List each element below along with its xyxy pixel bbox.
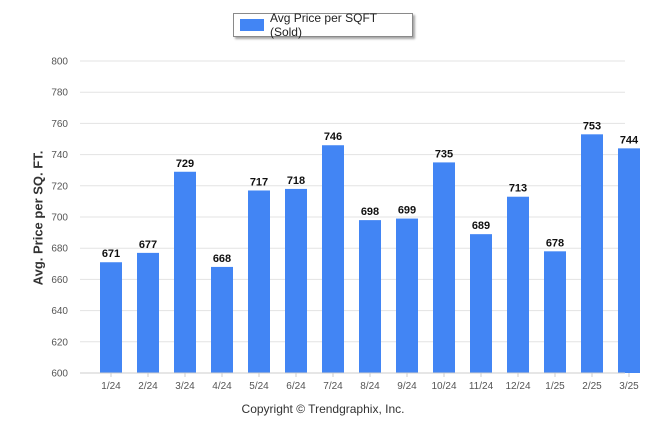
y-tick-label: 740	[51, 150, 68, 161]
y-tick-label: 760	[51, 119, 68, 130]
bar-5-24	[248, 190, 270, 373]
bar-10-24	[433, 162, 455, 373]
bar-8-24	[359, 220, 381, 373]
x-tick-label: 9/24	[397, 381, 417, 392]
data-label: 671	[102, 248, 120, 260]
y-tick-label: 720	[51, 181, 68, 192]
x-tick-label: 1/24	[101, 381, 121, 392]
data-label: 753	[583, 120, 601, 132]
data-label: 746	[324, 131, 342, 143]
bar-3-24	[174, 171, 196, 373]
data-label: 678	[546, 237, 564, 249]
y-tick-label: 800	[51, 57, 68, 68]
legend-swatch	[240, 19, 264, 31]
x-tick-label: 8/24	[360, 381, 380, 392]
data-label: 668	[213, 253, 231, 265]
legend: Avg Price per SQFT (Sold)	[233, 11, 413, 39]
bar-6-24	[285, 188, 307, 373]
bar-7-24	[322, 145, 344, 373]
bar-2-25	[581, 134, 603, 373]
x-tick-label: 10/24	[431, 381, 456, 392]
x-tick-label: 3/24	[175, 381, 195, 392]
x-tick-label: 7/24	[323, 381, 343, 392]
data-label: 735	[435, 148, 453, 160]
y-tick-label: 780	[51, 88, 68, 99]
x-tick-label: 1/25	[545, 381, 565, 392]
bar-4-24	[211, 266, 233, 373]
data-label: 717	[250, 176, 268, 188]
data-label: 744	[620, 134, 639, 146]
x-tick-label: 12/24	[505, 381, 530, 392]
data-labels: 671 677 729 668 717 718 746 698 699 735 689 713 678 7…	[102, 120, 639, 265]
y-tick-label: 600	[51, 369, 68, 380]
y-tick-label: 680	[51, 244, 68, 255]
bar-12-24	[507, 196, 529, 373]
y-tick-label: 660	[51, 275, 68, 286]
x-tick-label: 4/24	[212, 381, 232, 392]
legend-label: Avg Price per SQFT (Sold)	[269, 11, 377, 39]
y-axis-ticks: 600 620 640 660 680 700 720 740 760 780 800	[51, 57, 68, 380]
bar-1-24	[100, 262, 122, 373]
x-tick-label: 5/24	[249, 381, 269, 392]
x-tick-label: 2/25	[582, 381, 602, 392]
y-tick-label: 620	[51, 337, 68, 348]
data-label: 718	[287, 175, 305, 187]
x-axis-ticks: 1/24 2/24 3/24 4/24 5/24 6/24 7/24 8/24 9/24 10/2…	[101, 373, 639, 392]
bar-3-25	[618, 148, 640, 373]
data-label: 713	[509, 183, 527, 195]
x-tick-label: 2/24	[138, 381, 158, 392]
data-label: 729	[176, 158, 194, 170]
bar-11-24	[470, 234, 492, 373]
data-label: 677	[139, 239, 157, 251]
data-label: 699	[398, 205, 416, 217]
x-tick-label: 3/25	[619, 381, 639, 392]
bar-2-24	[137, 252, 159, 373]
x-tick-label: 11/24	[469, 381, 494, 392]
copyright-footer: Copyright © Trendgraphix, Inc.	[241, 402, 405, 416]
grid-lines	[80, 60, 625, 374]
data-label: 689	[472, 220, 490, 232]
y-tick-label: 700	[51, 213, 68, 224]
bar-9-24	[396, 218, 418, 373]
bars	[100, 134, 640, 373]
bar-1-25	[544, 251, 566, 373]
y-tick-label: 640	[51, 306, 68, 317]
y-axis-title: Avg. Price per SQ. FT.	[30, 150, 46, 286]
data-label: 698	[361, 206, 379, 218]
x-tick-label: 6/24	[286, 381, 306, 392]
